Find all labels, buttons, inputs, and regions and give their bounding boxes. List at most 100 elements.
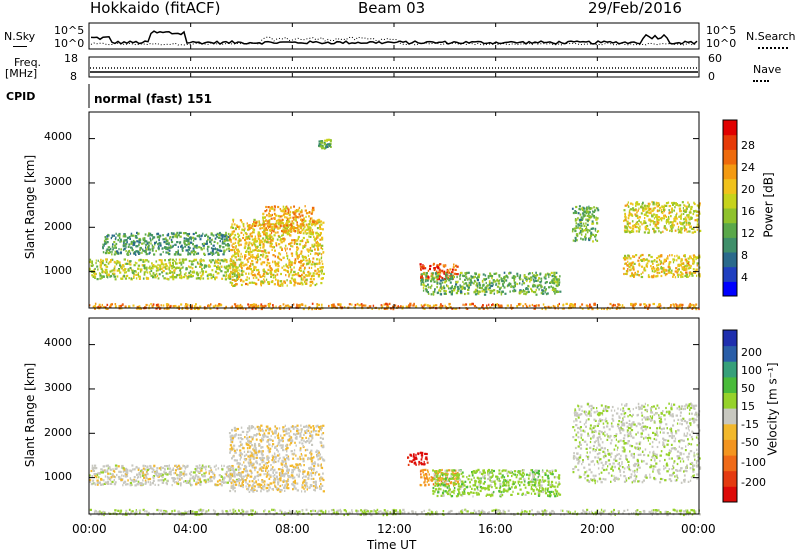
- heatmap-cell-1-1: [285, 428, 288, 431]
- heatmap-cell-0-0: [118, 261, 121, 264]
- heatmap-cell-1-0: [184, 466, 187, 469]
- heatmap-cell-1-1: [247, 427, 250, 430]
- heatmap-cell-0-2: [314, 283, 317, 287]
- heatmap-cell-1-0: [227, 469, 230, 472]
- heatmap-cell-0-9: [657, 227, 660, 230]
- heatmap-cell-0-2: [302, 245, 305, 248]
- heatmap-cell-1-0: [180, 472, 183, 475]
- heatmap-cell-0-0: [131, 269, 134, 272]
- heatmap-cell-0-2: [312, 272, 315, 275]
- heatmap-cell-0-6: [484, 278, 486, 282]
- heatmap-cell-0-10: [89, 304, 91, 307]
- heatmap-cell-0-2: [274, 260, 276, 263]
- heatmap-cell-0-2: [268, 234, 271, 237]
- heatmap-cell-1-0: [220, 484, 223, 487]
- heatmap-cell-0-8: [690, 264, 692, 268]
- heatmap-cell-0-1: [179, 253, 182, 256]
- heatmap-cell-1-1: [316, 455, 319, 458]
- heatmap-cell-0-3: [299, 215, 302, 218]
- heatmap-cell-0-9: [654, 223, 658, 226]
- heatmap-cell-1-1: [320, 463, 322, 466]
- heatmap-cell-0-1: [134, 234, 137, 238]
- heatmap-cell-0-1: [209, 240, 212, 244]
- heatmap-cell-1-0: [125, 473, 127, 476]
- heatmap-cell-0-2: [284, 238, 286, 241]
- heatmap-cell-0-9: [685, 219, 688, 223]
- heatmap-cell-1-0: [195, 474, 198, 477]
- heatmap-cell-0-9: [647, 206, 650, 209]
- heatmap-cell-0-2: [259, 243, 262, 246]
- heatmap-cell-0-8: [652, 266, 655, 269]
- heatmap-cell-0-8: [630, 262, 633, 265]
- heatmap-cell-0-3: [284, 231, 287, 234]
- heatmap-cell-0-0: [176, 262, 178, 265]
- heatmap-cell-0-7: [574, 236, 577, 239]
- heatmap-cell-0-9: [694, 219, 697, 222]
- heatmap-cell-0-2: [299, 282, 301, 285]
- heatmap-cell-0-8: [681, 268, 684, 271]
- heatmap-cell-0-10: [676, 304, 678, 307]
- heatmap-cell-0-6: [522, 282, 526, 285]
- heatmap-cell-0-2: [288, 233, 290, 236]
- heatmap-cell-0-2: [280, 241, 283, 244]
- heatmap-cell-0-10: [658, 303, 661, 306]
- heatmap-cell-0-8: [629, 264, 633, 267]
- heatmap-cell-0-0: [117, 260, 120, 263]
- heatmap-cell-0-10: [581, 303, 584, 306]
- heatmap-cell-1-1: [254, 442, 256, 446]
- heatmap-cell-0-9: [638, 226, 640, 229]
- heatmap-cell-0-10: [298, 304, 301, 307]
- heatmap-cell-0-1: [166, 248, 169, 251]
- heatmap-cell-0-6: [436, 286, 438, 289]
- heatmap-cell-0-2: [285, 274, 287, 277]
- heatmap-cell-1-0: [109, 482, 113, 485]
- heatmap-cell-0-9: [665, 202, 669, 205]
- heatmap-cell-0-10: [413, 302, 415, 305]
- heatmap-cell-0-1: [216, 235, 218, 238]
- heatmap-cell-0-7: [578, 232, 581, 235]
- heatmap-cell-0-0: [143, 273, 146, 276]
- heatmap-cell-0-0: [199, 278, 202, 281]
- heatmap-cell-0-3: [312, 220, 315, 223]
- heatmap-cell-0-8: [663, 260, 666, 263]
- heatmap-cell-0-10: [409, 302, 412, 305]
- heatmap-cell-0-10: [94, 302, 97, 305]
- heatmap-cell-0-10: [611, 304, 614, 307]
- heatmap-cell-0-1: [139, 248, 141, 251]
- heatmap-cell-0-9: [627, 224, 629, 227]
- heatmap-cell-0-6: [465, 274, 467, 277]
- heatmap-cell-0-8: [636, 270, 639, 273]
- heatmap-cell-1-0: [113, 478, 115, 482]
- heatmap-cell-0-10: [256, 305, 258, 308]
- heatmap-cell-0-10: [110, 303, 112, 306]
- heatmap-cell-0-7: [593, 210, 596, 213]
- heatmap-cell-0-2: [234, 238, 237, 241]
- heatmap-cell-0-2: [317, 275, 320, 278]
- heatmap-cell-0-9: [663, 226, 665, 229]
- heatmap-cell-0-7: [588, 205, 590, 208]
- heatmap-cell-1-1: [312, 477, 315, 480]
- heatmap-cell-0-6: [421, 280, 424, 283]
- heatmap-cell-1-1: [229, 468, 231, 471]
- heatmap-cell-0-7: [585, 210, 588, 213]
- heatmap-cell-1-0: [123, 468, 126, 471]
- heatmap-cell-0-9: [670, 226, 673, 229]
- heatmap-cell-0-3: [294, 211, 297, 214]
- heatmap-cell-0-2: [294, 258, 297, 261]
- heatmap-cell-1-1: [258, 429, 261, 432]
- heatmap-cell-0-2: [321, 228, 324, 231]
- heatmap-cell-0-0: [205, 270, 208, 273]
- heatmap-cell-0-7: [578, 205, 581, 208]
- heatmap-cell-0-6: [455, 281, 458, 284]
- heatmap-cell-0-6: [537, 279, 539, 282]
- heatmap-cell-1-0: [179, 467, 182, 470]
- heatmap-cell-1-0: [129, 481, 133, 485]
- heatmap-cell-0-6: [544, 273, 547, 276]
- heatmap-cell-0-2: [300, 227, 302, 230]
- heatmap-cell-0-2: [258, 239, 262, 242]
- heatmap-cell-0-5: [438, 270, 441, 273]
- heatmap-cell-0-4: [329, 139, 332, 142]
- heatmap-cell-0-6: [451, 275, 453, 278]
- heatmap-cell-0-7: [583, 207, 586, 210]
- heatmap-cell-0-3: [271, 213, 273, 217]
